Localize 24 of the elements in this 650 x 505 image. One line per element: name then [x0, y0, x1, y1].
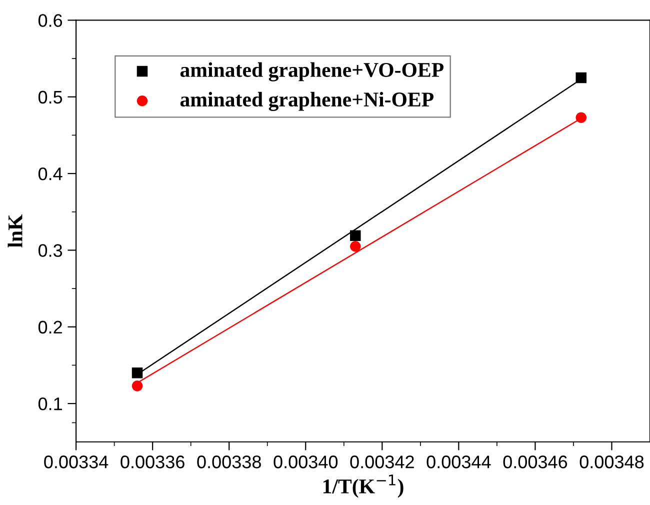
point [132, 367, 143, 378]
x-axis-title: 1/T(K$^{−1}$) [323, 474, 404, 498]
x-tick-label: 0.00348 [580, 456, 644, 468]
x-tick-label: 0.00346 [503, 456, 568, 468]
y-tick-label: 0.6 [38, 14, 62, 27]
point [576, 112, 587, 123]
point [576, 72, 587, 84]
y-tick-label: 0.2 [38, 320, 62, 334]
x-tick-label: 0.00334 [44, 456, 108, 468]
x-tick-label: 0.00336 [120, 456, 184, 468]
x-tick-label: 0.00344 [426, 456, 491, 468]
x-tick-label: 0.00340 [274, 456, 338, 468]
point [350, 240, 361, 252]
legend-label: aminated graphene+VO-OEP [180, 62, 444, 82]
point [132, 380, 143, 392]
x-tick-label: 0.00342 [350, 456, 414, 468]
y-tick-label: 0.3 [38, 244, 62, 257]
y-axis-title: lnK [8, 214, 22, 248]
point [350, 230, 361, 242]
y-tick-label: 0.4 [38, 167, 62, 180]
x-tick-label: 0.00338 [197, 456, 261, 468]
legend-label: aminated graphene+Ni-OEP [180, 92, 434, 111]
y-tick-label: 0.5 [38, 90, 62, 104]
y-tick-label: 0.1 [38, 397, 62, 410]
